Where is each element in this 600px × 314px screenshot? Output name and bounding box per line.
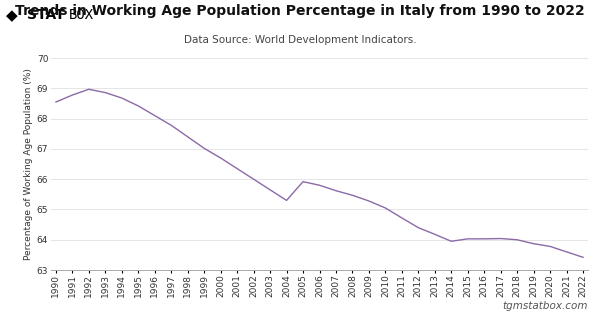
- Text: Trends in Working Age Population Percentage in Italy from 1990 to 2022: Trends in Working Age Population Percent…: [15, 4, 585, 18]
- Text: ◆: ◆: [6, 8, 18, 23]
- Text: Data Source: World Development Indicators.: Data Source: World Development Indicator…: [184, 35, 416, 45]
- Text: BOX: BOX: [69, 8, 94, 22]
- Text: STAT: STAT: [27, 8, 65, 22]
- Text: tgmstatbox.com: tgmstatbox.com: [503, 301, 588, 311]
- Y-axis label: Percentage of Working Age Population (%): Percentage of Working Age Population (%): [23, 68, 32, 260]
